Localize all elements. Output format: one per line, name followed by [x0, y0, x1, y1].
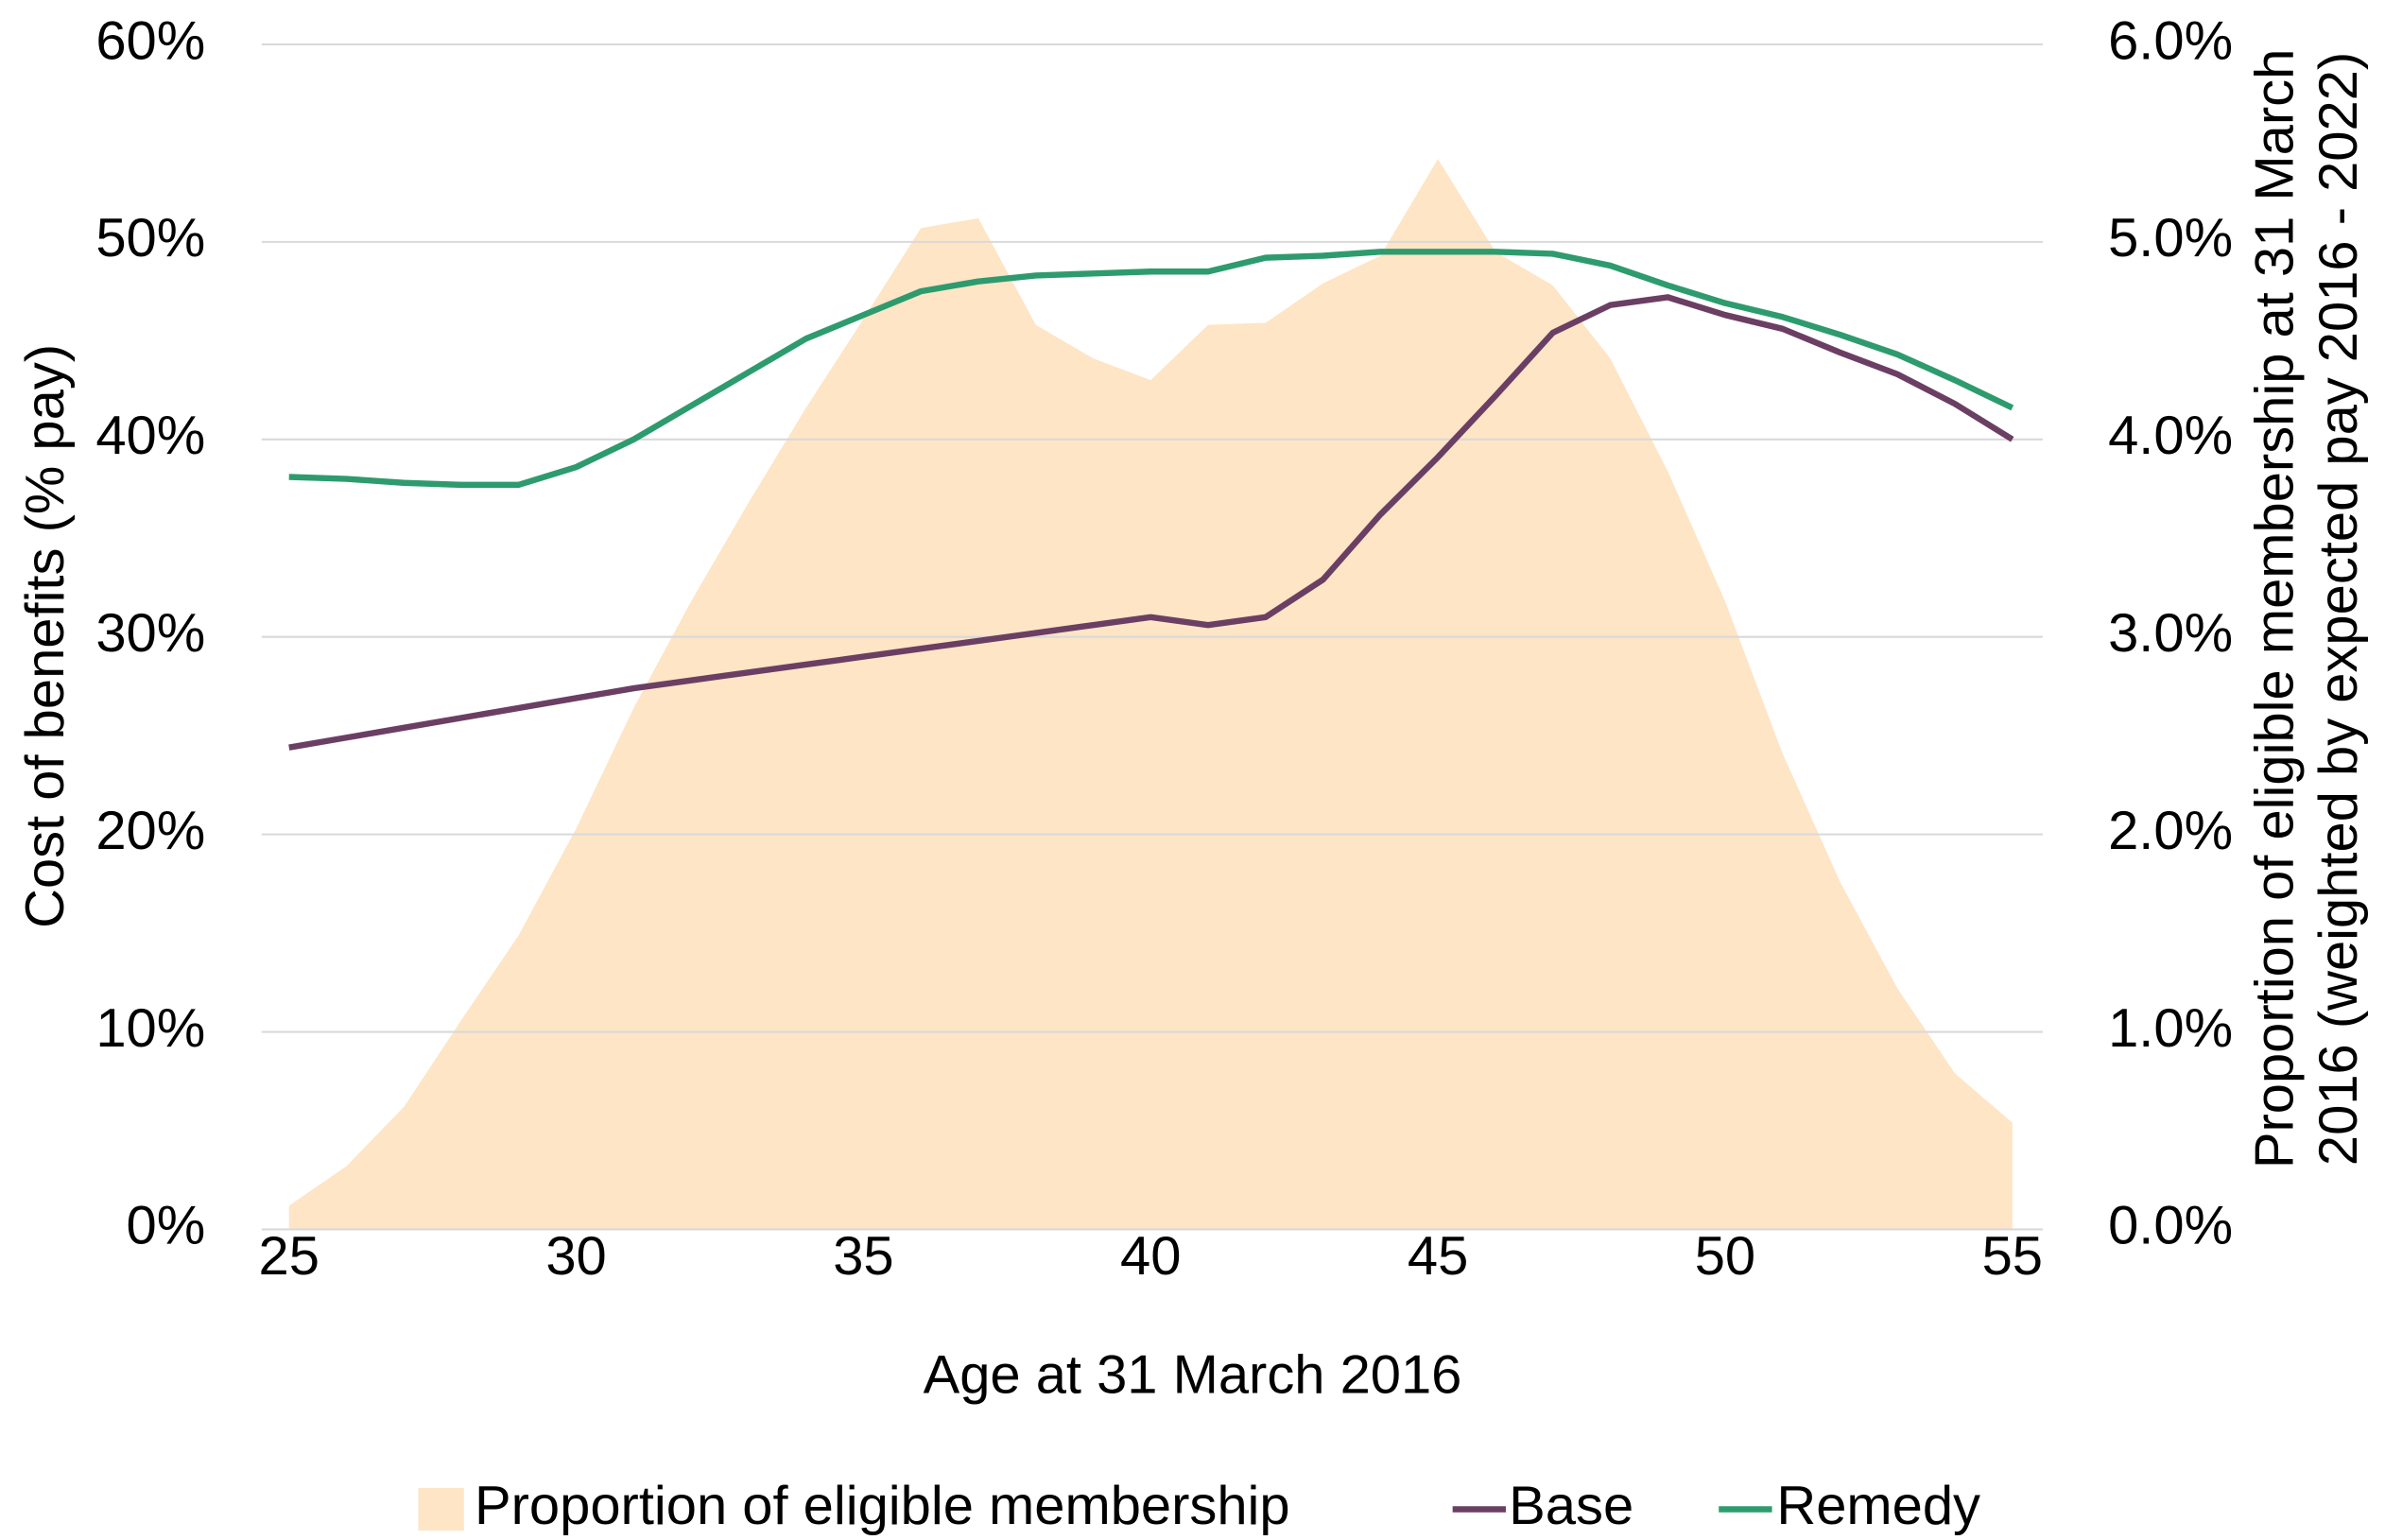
y-tick-label: 10% — [95, 998, 205, 1059]
legend-label: Remedy — [1776, 1476, 1980, 1536]
x-tick-label: 55 — [1982, 1226, 2043, 1287]
line — [288, 294, 2014, 751]
area — [288, 159, 2013, 1230]
x-tick-label: 25 — [259, 1226, 320, 1287]
y2-axis-title: 2016 (weighted by expected pay 2016 - 20… — [2308, 52, 2369, 1166]
y2-tick-label: 2.0% — [2108, 801, 2233, 861]
y-tick-label: 0% — [127, 1196, 206, 1256]
x-tick-label: 30 — [545, 1226, 606, 1287]
y-tick-label: 60% — [95, 10, 205, 71]
grid-layer — [261, 43, 2043, 1231]
y2-axis-title: Proportion of eligible membership at 31 … — [2245, 49, 2306, 1168]
x-tick-label: 35 — [833, 1226, 893, 1287]
y-axis-title: Cost of benefits (% pay) — [15, 344, 76, 928]
y2-tick-label: 4.0% — [2108, 406, 2233, 466]
y-tick-label: 20% — [95, 801, 205, 861]
y-tick-label: 40% — [95, 406, 205, 466]
y2-tick-label: 1.0% — [2108, 998, 2233, 1059]
line — [288, 249, 2014, 489]
x-axis-title: Age at 31 March 2016 — [924, 1344, 1462, 1405]
line-layer — [288, 249, 2014, 751]
legend-label: Base — [1509, 1476, 1633, 1536]
x-tick-label: 45 — [1408, 1226, 1468, 1287]
legend-swatch — [418, 1487, 464, 1531]
y-tick-label: 30% — [95, 603, 205, 664]
legend-label: Proportion of eligible membership — [475, 1476, 1290, 1536]
area-layer — [288, 159, 2013, 1230]
x-tick-label: 40 — [1120, 1226, 1181, 1287]
y2-tick-label: 3.0% — [2108, 603, 2233, 664]
y2-tick-label: 6.0% — [2108, 10, 2233, 71]
x-tick-label: 50 — [1695, 1226, 1755, 1287]
y2-tick-label: 5.0% — [2108, 208, 2233, 268]
y2-tick-label: 0.0% — [2108, 1196, 2233, 1256]
y-tick-label: 50% — [95, 208, 205, 268]
